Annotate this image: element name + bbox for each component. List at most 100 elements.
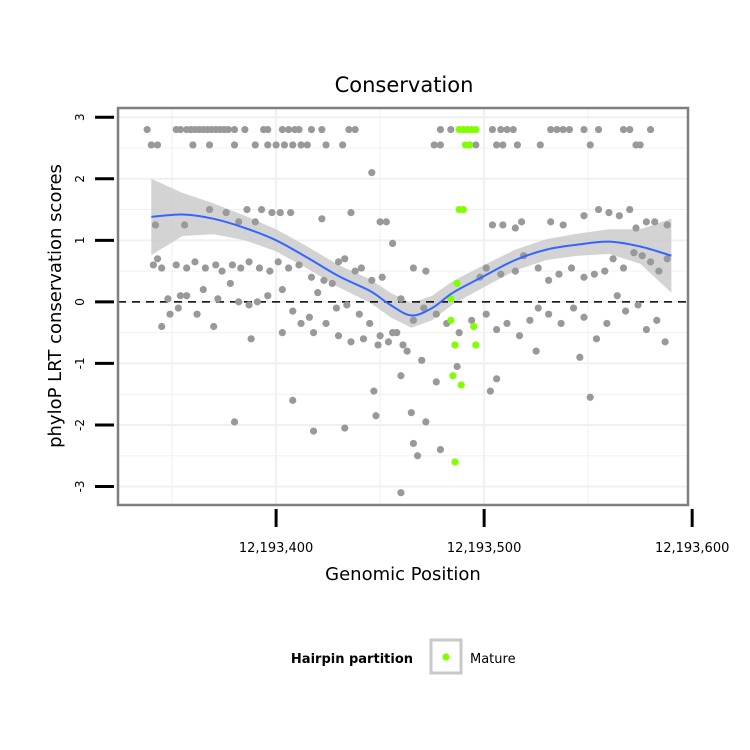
point-other (230, 125, 239, 134)
point-other (409, 439, 418, 448)
legend-key-box (429, 638, 463, 675)
point-other (418, 356, 426, 364)
point-other (280, 141, 289, 149)
point-other (205, 205, 214, 214)
point-other (376, 218, 384, 226)
point-other (515, 332, 524, 340)
point-other (605, 209, 613, 217)
point-mature (465, 141, 474, 149)
point-other (407, 409, 415, 417)
point-other (199, 285, 207, 294)
point-other (663, 255, 671, 263)
point-other (297, 141, 305, 149)
point-other (488, 221, 497, 229)
point-mature (451, 341, 459, 349)
point-other (193, 310, 201, 318)
x-axis: 12,193,400 12,193,500 12,193,600 (239, 509, 729, 556)
point-other (592, 335, 601, 343)
point-other (341, 255, 349, 263)
point-other (166, 310, 174, 318)
point-other (359, 335, 368, 343)
point-other (180, 221, 189, 229)
point-other (172, 261, 180, 269)
point-other (143, 125, 151, 134)
point-other (343, 301, 351, 309)
point-other (276, 209, 284, 217)
point-other (447, 125, 455, 134)
points-mature (447, 125, 480, 466)
point-other (646, 258, 655, 266)
point-other (559, 221, 567, 229)
point-other (651, 218, 659, 226)
point-mature (449, 372, 457, 380)
point-other (432, 310, 440, 318)
point-other (388, 239, 397, 248)
smooth-line (151, 213, 672, 317)
point-other (158, 322, 166, 331)
grid-lines (118, 108, 688, 505)
point-other (230, 418, 239, 426)
point-other (214, 295, 222, 303)
point-other (341, 424, 349, 432)
point-other (594, 125, 603, 134)
point-other (547, 125, 555, 134)
point-other (565, 125, 574, 134)
point-other (653, 316, 661, 324)
point-other (287, 209, 295, 217)
point-other (332, 304, 341, 312)
point-other (376, 332, 384, 340)
point-other (289, 307, 297, 315)
point-other (499, 221, 507, 229)
point-other (318, 125, 326, 134)
point-other (272, 141, 280, 149)
point-other (555, 270, 563, 278)
point-other (626, 205, 634, 214)
point-other (547, 218, 555, 226)
point-other (655, 267, 663, 275)
point-other (151, 221, 160, 229)
point-other (243, 205, 251, 214)
point-other (351, 125, 359, 134)
point-other (511, 267, 519, 275)
point-other (347, 209, 355, 217)
point-other (241, 125, 249, 134)
point-other (318, 215, 326, 223)
point-other (661, 338, 669, 346)
point-other (368, 169, 376, 177)
point-other (328, 279, 336, 288)
point-other (314, 289, 322, 297)
point-other (486, 387, 494, 395)
point-other (409, 316, 418, 324)
y-tick-label: 0 (73, 298, 87, 306)
point-other (284, 125, 293, 134)
point-mature (457, 381, 465, 389)
point-other (378, 273, 386, 281)
point-other (526, 316, 534, 324)
point-other (158, 264, 166, 272)
point-other (559, 125, 567, 134)
point-other (372, 412, 380, 420)
point-other (183, 264, 191, 272)
point-mature (472, 125, 480, 134)
point-other (488, 125, 497, 134)
point-other (147, 141, 155, 149)
point-other (601, 267, 609, 275)
point-other (334, 332, 343, 340)
point-other (191, 258, 199, 266)
y-tick-label: -3 (73, 481, 87, 493)
point-other (368, 276, 376, 284)
y-tick-label: 3 (73, 113, 87, 121)
point-other (176, 292, 185, 300)
x-tick-label: 12,193,500 (447, 541, 521, 556)
point-other (289, 396, 297, 404)
point-other (642, 325, 650, 334)
point-other (153, 141, 162, 149)
smooth-confidence-band (151, 178, 672, 328)
point-other (266, 267, 274, 275)
point-other (493, 375, 501, 383)
point-other (632, 224, 640, 232)
point-other (235, 218, 243, 226)
point-other (468, 316, 476, 324)
point-other (513, 141, 522, 149)
